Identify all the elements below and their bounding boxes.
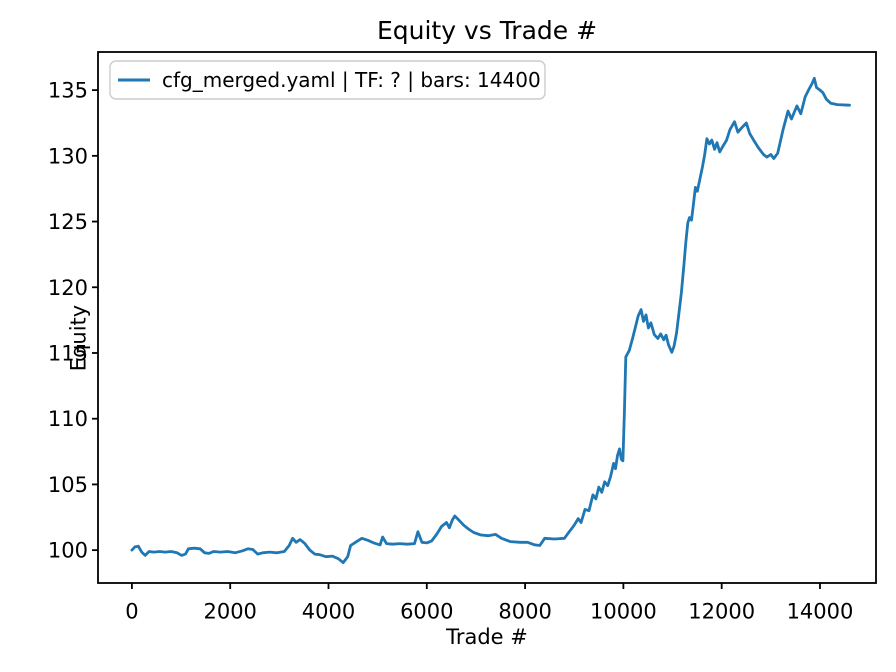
y-tick-label: 135	[48, 79, 88, 103]
x-tick-label: 2000	[203, 600, 256, 624]
equity-line	[130, 76, 851, 564]
y-tick-label: 130	[48, 144, 88, 168]
chart-title: Equity vs Trade #	[376, 16, 598, 45]
x-axis-label: Trade #	[446, 625, 528, 649]
data-series	[130, 76, 851, 564]
x-tick-label: 0	[125, 600, 138, 624]
legend-label: cfg_merged.yaml | TF: ? | bars: 14400	[162, 68, 541, 92]
x-tick-label: 4000	[302, 600, 355, 624]
y-axis-label-text: Equity	[66, 304, 91, 372]
x-tick-label: 10000	[590, 600, 657, 624]
y-tick-label: 125	[48, 210, 88, 234]
y-tick-label: 110	[48, 407, 88, 431]
y-tick-label: 120	[48, 276, 88, 300]
y-tick-label: 115	[48, 341, 88, 365]
x-tick-label: 6000	[400, 600, 453, 624]
y-tick-label: 100	[48, 539, 88, 563]
axis-ticks: 0 2000 4000 6000 8000 10000 12000 14000 100 105 11…	[48, 79, 853, 624]
x-tick-label: 8000	[498, 600, 551, 624]
x-tick-label: 14000	[787, 600, 854, 624]
legend-box	[109, 60, 546, 100]
axes-spines	[97, 51, 877, 584]
y-tick-label: 105	[48, 473, 88, 497]
x-tick-label: 12000	[688, 600, 755, 624]
legend	[109, 60, 546, 100]
